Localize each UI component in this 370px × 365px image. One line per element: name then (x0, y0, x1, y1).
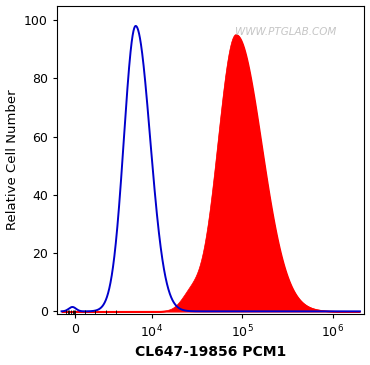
X-axis label: CL647-19856 PCM1: CL647-19856 PCM1 (135, 345, 286, 360)
Text: WWW.PTGLAB.COM: WWW.PTGLAB.COM (235, 27, 337, 37)
Y-axis label: Relative Cell Number: Relative Cell Number (6, 89, 18, 230)
